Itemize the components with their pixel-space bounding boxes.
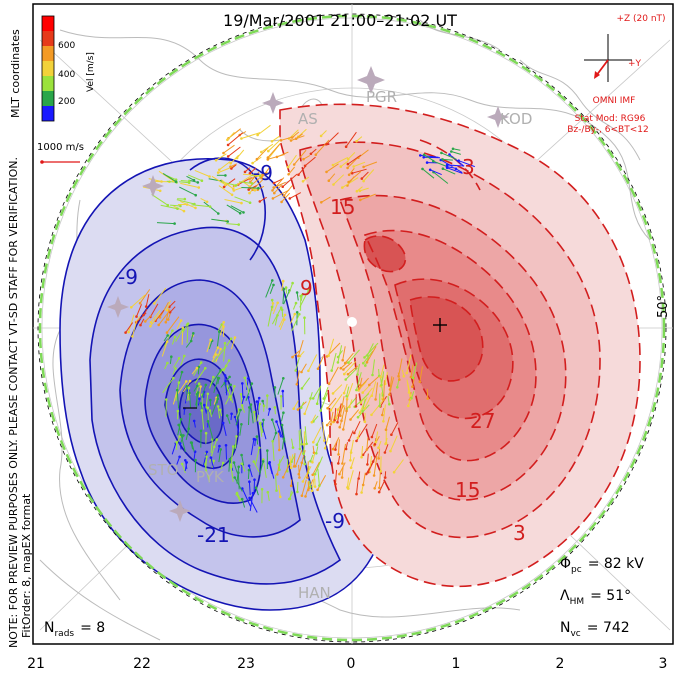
- station-label-kod: KOD: [500, 110, 532, 128]
- velocity-vector: [379, 369, 380, 376]
- imf-y-label: +Y: [628, 59, 642, 69]
- velocity-vector: [181, 181, 190, 182]
- velocity-vector: [291, 480, 292, 486]
- contour-label: 27: [470, 409, 495, 433]
- velocity-vector: [217, 395, 218, 403]
- contour-label: -9: [253, 161, 273, 185]
- velocity-vector: [283, 391, 284, 407]
- contour-label: 3: [513, 521, 526, 545]
- velocity-vector: [286, 288, 287, 294]
- velocity-vector: [241, 188, 258, 189]
- contour-label: 9: [300, 276, 313, 300]
- velocity-vector: [282, 310, 283, 317]
- colorbar-tick: 200: [58, 97, 75, 107]
- imf-stat-model: Stat Mod: RG96: [575, 114, 646, 124]
- velocity-vector: [279, 433, 280, 450]
- map-title: 19/Mar/2001 21:00–21:02 UT: [223, 11, 457, 30]
- station-label-as: AS: [298, 110, 318, 128]
- station-label-pgr: PGR: [366, 88, 397, 106]
- contour-label: -9: [325, 509, 345, 533]
- mlt-tick: 23: [237, 656, 255, 672]
- contour-label: 3: [462, 155, 475, 179]
- velocity-vector: [231, 414, 232, 420]
- station-label-han: HAN: [298, 584, 331, 602]
- contour-label: -9: [118, 265, 138, 289]
- velocity-vector: [255, 440, 256, 447]
- mlt-tick: 2: [556, 656, 565, 672]
- contour-label: 15: [330, 195, 355, 219]
- station-label-sto: STO: [148, 461, 179, 479]
- mlt-tick: 22: [133, 656, 151, 672]
- contour-label: -21: [197, 523, 230, 547]
- velocity-vector: [198, 367, 199, 374]
- mlt-tick: 0: [347, 656, 356, 672]
- preview-notice: NOTE: FOR PREVIEW PURPOSES ONLY. PLEASE …: [7, 157, 20, 648]
- mlt-tick: 21: [27, 656, 45, 672]
- colorbar-tick: 600: [58, 41, 75, 51]
- mlt-coordinates-label: MLT coordinates: [9, 29, 22, 118]
- velocity-vector: [443, 159, 453, 160]
- imf-condition: Bz-/By-, 6<BT<12: [567, 125, 648, 135]
- velocity-vector: [242, 383, 243, 397]
- imf-source: OMNI IMF: [593, 96, 636, 106]
- velocity-vector: [275, 407, 276, 414]
- pole-marker: [347, 317, 357, 327]
- station-label-pyk: PYK: [196, 468, 225, 486]
- velocity-vector: [257, 437, 258, 445]
- colorbar-tick: 400: [58, 70, 75, 80]
- velocity-vector: [254, 412, 255, 422]
- colorbar-label: Vel [m/s]: [86, 52, 96, 92]
- contour-label: 15: [455, 478, 480, 502]
- velocity-vector: [226, 445, 227, 459]
- mlt-tick: 3: [659, 656, 668, 672]
- scale-vector-label: 1000 m/s: [37, 142, 84, 153]
- latitude-label: 50°: [656, 295, 671, 318]
- imf-z-label: +Z (20 nT): [616, 14, 665, 24]
- mlt-tick: 1: [452, 656, 461, 672]
- velocity-vector: [248, 470, 249, 479]
- velocity-vector: [297, 482, 298, 492]
- mlt-axis: 21 22 23 0 1 2 3: [27, 656, 667, 672]
- fit-order-info: FitOrder: 8, mapEX format: [20, 493, 33, 638]
